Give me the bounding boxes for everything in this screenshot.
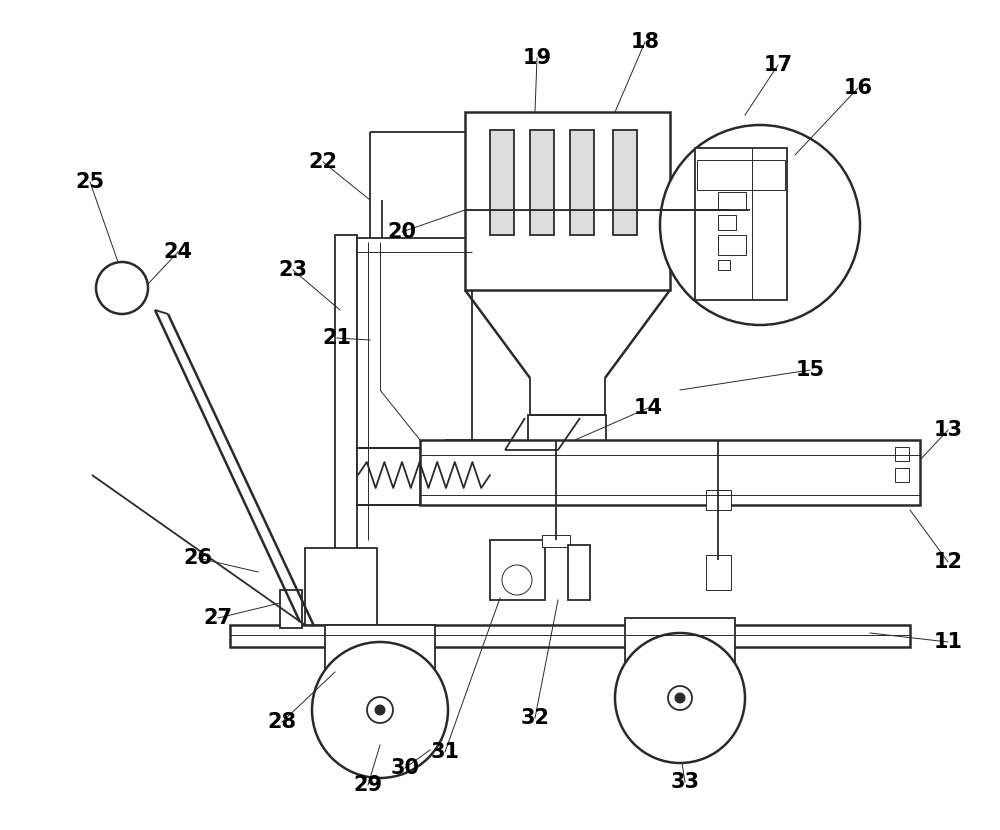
Bar <box>528 415 606 453</box>
Text: 20: 20 <box>388 222 416 242</box>
Text: 12: 12 <box>934 552 962 572</box>
Text: 32: 32 <box>520 708 550 728</box>
Bar <box>718 215 736 230</box>
Bar <box>542 535 570 547</box>
Text: 19: 19 <box>522 48 552 68</box>
Bar <box>718 260 730 270</box>
Circle shape <box>502 565 532 595</box>
Bar <box>490 540 545 600</box>
Bar <box>305 548 377 625</box>
Bar <box>706 555 731 590</box>
Circle shape <box>660 125 860 325</box>
Bar <box>718 235 746 255</box>
Text: 23: 23 <box>278 260 308 280</box>
Bar <box>420 440 920 505</box>
Circle shape <box>96 262 148 314</box>
Text: 17: 17 <box>764 55 792 75</box>
Bar <box>230 625 910 647</box>
Bar <box>570 130 594 235</box>
Bar <box>718 192 746 210</box>
Text: 33: 33 <box>670 772 700 792</box>
Text: 30: 30 <box>390 758 420 778</box>
Text: 28: 28 <box>268 712 296 732</box>
Bar <box>895 447 909 461</box>
Circle shape <box>367 697 393 723</box>
Text: 21: 21 <box>322 328 352 348</box>
Text: 29: 29 <box>353 775 383 795</box>
Text: 15: 15 <box>795 360 825 380</box>
Circle shape <box>675 693 685 703</box>
Text: 13: 13 <box>934 420 962 440</box>
Bar <box>357 238 472 448</box>
Text: 14: 14 <box>634 398 662 418</box>
Circle shape <box>312 642 448 778</box>
Bar <box>568 545 590 600</box>
Bar <box>528 453 578 483</box>
Bar <box>706 490 731 510</box>
Bar <box>325 625 435 745</box>
Bar <box>625 618 735 733</box>
Text: 11: 11 <box>934 632 962 652</box>
Bar <box>695 148 787 300</box>
Bar <box>895 468 909 482</box>
Bar <box>613 130 637 235</box>
Circle shape <box>668 686 692 710</box>
Text: 26: 26 <box>184 548 212 568</box>
Text: 27: 27 <box>204 608 232 628</box>
Bar <box>697 160 785 190</box>
Bar <box>465 112 670 290</box>
Text: 18: 18 <box>631 32 660 52</box>
Text: 22: 22 <box>308 152 338 172</box>
Bar <box>280 590 302 628</box>
Text: 31: 31 <box>430 742 460 762</box>
Circle shape <box>615 633 745 763</box>
Bar <box>335 235 357 630</box>
Text: 24: 24 <box>164 242 192 262</box>
Bar <box>357 448 420 505</box>
Bar <box>490 130 514 235</box>
Text: 25: 25 <box>75 172 105 192</box>
Text: 16: 16 <box>844 78 872 98</box>
Circle shape <box>375 705 385 715</box>
Bar <box>530 130 554 235</box>
Bar <box>578 453 606 483</box>
